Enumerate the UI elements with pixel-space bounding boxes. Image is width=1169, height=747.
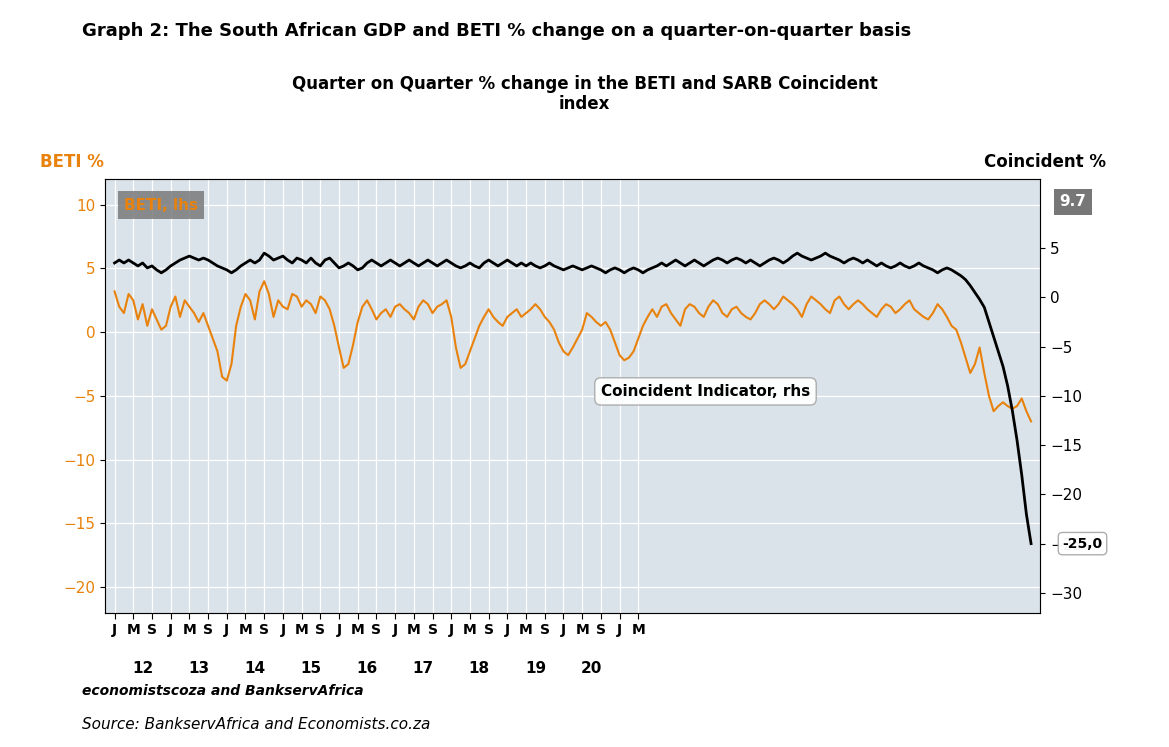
Text: Quarter on Quarter % change in the BETI and SARB Coincident
index: Quarter on Quarter % change in the BETI … — [291, 75, 878, 114]
Text: Source: BankservAfrica and Economists.co.za: Source: BankservAfrica and Economists.co… — [82, 717, 430, 732]
Text: 15: 15 — [300, 661, 321, 676]
Text: 16: 16 — [357, 661, 378, 676]
Text: 13: 13 — [188, 661, 209, 676]
Text: 12: 12 — [132, 661, 153, 676]
Text: economistscoza and BankservAfrica: economistscoza and BankservAfrica — [82, 684, 364, 698]
Text: 19: 19 — [525, 661, 546, 676]
Text: 17: 17 — [413, 661, 434, 676]
Text: 18: 18 — [469, 661, 490, 676]
Text: Coincident Indicator, rhs: Coincident Indicator, rhs — [601, 384, 810, 399]
Text: 20: 20 — [581, 661, 602, 676]
Text: 9.7: 9.7 — [1060, 194, 1086, 209]
Text: BETI, lhs: BETI, lhs — [124, 198, 198, 213]
Text: 14: 14 — [244, 661, 265, 676]
Text: -25,0: -25,0 — [1063, 536, 1102, 551]
Text: Coincident %: Coincident % — [984, 152, 1106, 170]
Text: BETI %: BETI % — [40, 152, 104, 170]
Text: Graph 2: The South African GDP and BETI % change on a quarter-on-quarter basis: Graph 2: The South African GDP and BETI … — [82, 22, 911, 40]
